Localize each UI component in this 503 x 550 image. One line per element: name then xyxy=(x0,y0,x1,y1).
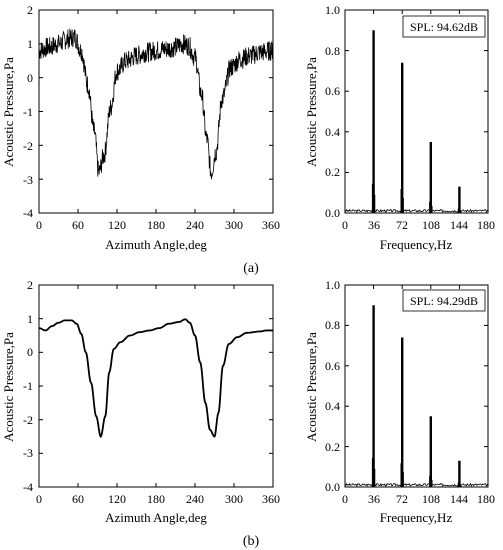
y-tick-label: 0 xyxy=(27,71,33,85)
y-tick-label: 0.8 xyxy=(325,318,340,332)
y-tick-label: -1 xyxy=(23,105,33,119)
y-tick-label: 0.8 xyxy=(325,44,340,58)
x-axis-title: Azimuth Angle,deg xyxy=(105,510,207,525)
x-tick-label: 240 xyxy=(186,492,204,506)
x-tick-label: 36 xyxy=(368,492,380,506)
panel-a-right: SPL: 94.62dB 1.0 0.8 0.6 0.4 0.2 0.0 0 3… xyxy=(304,3,495,252)
spl-annotation: SPL: 94.62dB xyxy=(410,20,478,34)
plot-frame xyxy=(38,9,274,214)
plot-frame xyxy=(344,9,489,214)
x-tick-label: 180 xyxy=(477,492,495,506)
y-tick-label: 0.4 xyxy=(325,399,340,413)
x-tick-label: 60 xyxy=(72,218,84,232)
y-axis-title: Acoustic Pressure,Pa xyxy=(304,57,319,167)
spl-annotation: SPL: 94.29dB xyxy=(410,294,478,308)
y-tick-label: 1 xyxy=(27,37,33,51)
y-tick-label: 0.6 xyxy=(325,84,340,98)
x-tick-label: 60 xyxy=(72,492,84,506)
y-tick-label: 1.0 xyxy=(325,278,340,292)
x-tick-label: 300 xyxy=(225,218,243,232)
x-tick-label: 108 xyxy=(422,218,440,232)
panel-a-left: 2 1 0 -1 -2 -3 -4 0 60 120 180 240 300 3… xyxy=(1,3,280,252)
y-tick-label: 1.0 xyxy=(325,3,340,17)
x-axis-title: Azimuth Angle,deg xyxy=(105,237,207,252)
axis-ticks xyxy=(344,9,489,214)
panel-label-a: (a) xyxy=(243,261,259,276)
panel-b-left: 2 1 0 -1 -2 -3 -4 0 60 120 180 240 300 3… xyxy=(1,278,280,525)
x-tick-label: 36 xyxy=(368,218,380,232)
x-axis-title: Frequency,Hz xyxy=(380,510,453,525)
x-axis-title: Frequency,Hz xyxy=(380,237,453,252)
axis-ticks xyxy=(38,9,274,214)
axis-ticks xyxy=(344,284,489,488)
signal-line xyxy=(38,318,273,439)
x-tick-label: 72 xyxy=(396,218,408,232)
y-axis-title: Acoustic Pressure,Pa xyxy=(304,332,319,442)
plot-frame xyxy=(38,284,274,488)
x-tick-label: 240 xyxy=(186,218,204,232)
y-tick-label: 0.2 xyxy=(325,440,340,454)
noise-floor xyxy=(344,208,489,213)
signal-line xyxy=(38,28,274,180)
y-tick-label: -3 xyxy=(23,173,33,187)
y-tick-label: 2 xyxy=(27,278,33,292)
axis-ticks xyxy=(38,284,274,488)
x-tick-label: 180 xyxy=(477,218,495,232)
y-tick-label: -3 xyxy=(23,446,33,460)
spectrum-bars xyxy=(344,30,489,213)
y-tick-label: -4 xyxy=(23,480,33,494)
x-tick-label: 180 xyxy=(147,492,165,506)
x-tick-label: 72 xyxy=(396,492,408,506)
y-tick-label: -4 xyxy=(23,206,33,220)
x-tick-label: 360 xyxy=(262,218,280,232)
x-tick-label: 360 xyxy=(262,492,280,506)
plot-frame xyxy=(344,284,489,488)
spl-annotation-box xyxy=(402,289,486,312)
x-tick-label: 144 xyxy=(450,492,468,506)
y-tick-label: 0 xyxy=(27,345,33,359)
y-tick-label: 0.6 xyxy=(325,359,340,373)
noise-floor xyxy=(344,482,489,487)
x-tick-label: 120 xyxy=(108,492,126,506)
y-tick-label: -1 xyxy=(23,379,33,393)
y-tick-label: -2 xyxy=(23,139,33,153)
x-tick-label: 180 xyxy=(147,218,165,232)
spectrum-bars xyxy=(344,305,489,487)
y-tick-label: 0.2 xyxy=(325,165,340,179)
spl-annotation-box xyxy=(402,15,486,38)
y-axis-title: Acoustic Pressure,Pa xyxy=(1,57,16,167)
y-tick-label: -2 xyxy=(23,413,33,427)
x-tick-label: 0 xyxy=(342,492,348,506)
x-tick-label: 144 xyxy=(450,218,468,232)
x-tick-label: 0 xyxy=(342,218,348,232)
panel-label-b: (b) xyxy=(243,534,260,549)
y-tick-label: 1 xyxy=(27,312,33,326)
x-tick-label: 120 xyxy=(108,218,126,232)
y-tick-label: 0.0 xyxy=(325,480,340,494)
y-tick-label: 0.4 xyxy=(325,125,340,139)
y-tick-label: 0.0 xyxy=(325,206,340,220)
x-tick-label: 300 xyxy=(225,492,243,506)
x-tick-label: 0 xyxy=(36,218,42,232)
x-tick-label: 0 xyxy=(36,492,42,506)
panel-b-right: SPL: 94.29dB 1.0 0.8 0.6 0.4 0.2 0.0 0 3… xyxy=(304,278,495,525)
y-tick-label: 2 xyxy=(27,3,33,17)
x-tick-label: 108 xyxy=(422,492,440,506)
y-axis-title: Acoustic Pressure,Pa xyxy=(1,332,16,442)
